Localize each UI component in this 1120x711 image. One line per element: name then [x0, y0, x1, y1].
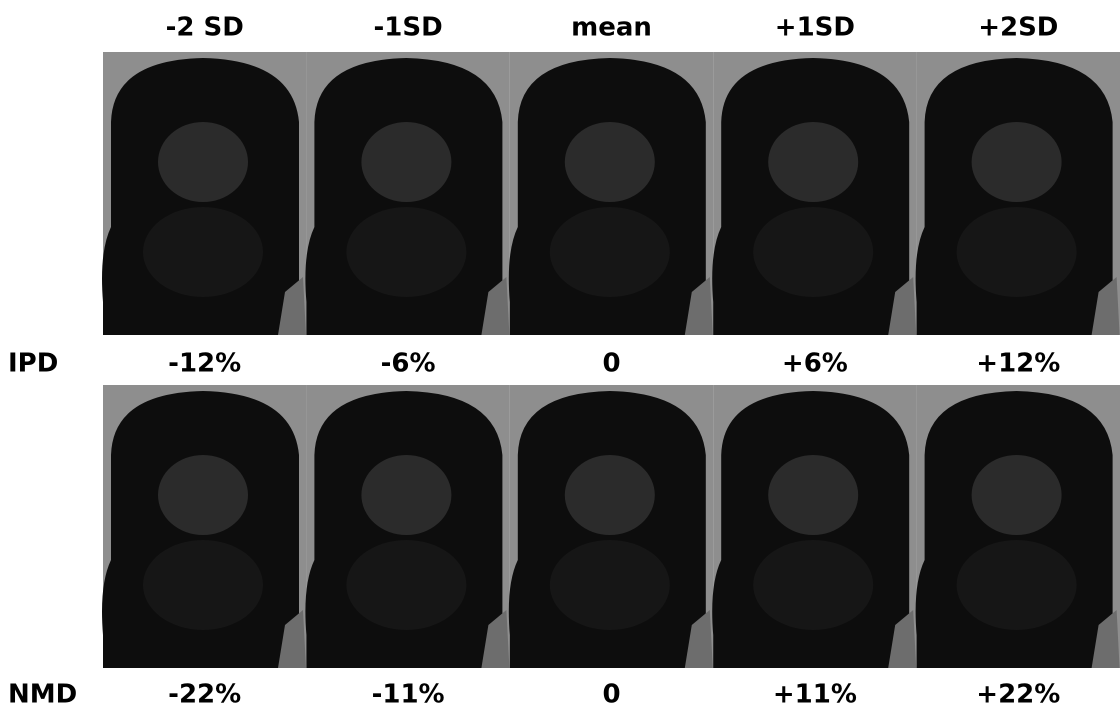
- face-image: [712, 385, 916, 668]
- face-area: [972, 455, 1062, 535]
- face-area: [972, 122, 1062, 202]
- face-area: [361, 122, 451, 202]
- column-header: +1SD: [775, 13, 855, 43]
- face-area: [143, 207, 263, 297]
- face-area: [957, 540, 1077, 630]
- column-header: mean: [571, 13, 652, 43]
- face-area: [361, 455, 451, 535]
- cell-label: +6%: [782, 349, 848, 379]
- face-area: [565, 122, 655, 202]
- column-header: +2SD: [978, 13, 1058, 43]
- cell-label: 0: [602, 680, 620, 710]
- cell-label: +11%: [773, 680, 857, 710]
- cell-label: -22%: [168, 680, 241, 710]
- row-label: NMD: [8, 680, 77, 710]
- face-image: [712, 52, 916, 335]
- face-image: [305, 52, 509, 335]
- face-area: [753, 207, 873, 297]
- cell-label: 0: [602, 349, 620, 379]
- face-image: [916, 385, 1120, 668]
- column-header: -1SD: [373, 13, 442, 43]
- face-image: [509, 52, 713, 335]
- face-area: [158, 455, 248, 535]
- cell-label: -12%: [168, 349, 241, 379]
- face-area: [158, 122, 248, 202]
- face-image: [509, 385, 713, 668]
- column-header: -2 SD: [166, 13, 244, 43]
- face-area: [550, 207, 670, 297]
- face-area: [768, 122, 858, 202]
- face-image: [102, 52, 306, 335]
- face-area: [346, 540, 466, 630]
- face-image: [916, 52, 1120, 335]
- cell-label: +12%: [976, 349, 1060, 379]
- face-area: [346, 207, 466, 297]
- face-area: [957, 207, 1077, 297]
- face-image: [102, 385, 306, 668]
- face-image: [305, 385, 509, 668]
- cell-label: -6%: [381, 349, 436, 379]
- face-area: [550, 540, 670, 630]
- face-area: [143, 540, 263, 630]
- face-area: [753, 540, 873, 630]
- row-label: IPD: [8, 349, 58, 379]
- cell-label: -11%: [372, 680, 445, 710]
- face-area: [768, 455, 858, 535]
- cell-label: +22%: [976, 680, 1060, 710]
- face-area: [565, 455, 655, 535]
- figure: -2 SD -1SD mean +1SD +2SD -12% -6% 0 +6% +12% IPD -…: [0, 0, 1120, 711]
